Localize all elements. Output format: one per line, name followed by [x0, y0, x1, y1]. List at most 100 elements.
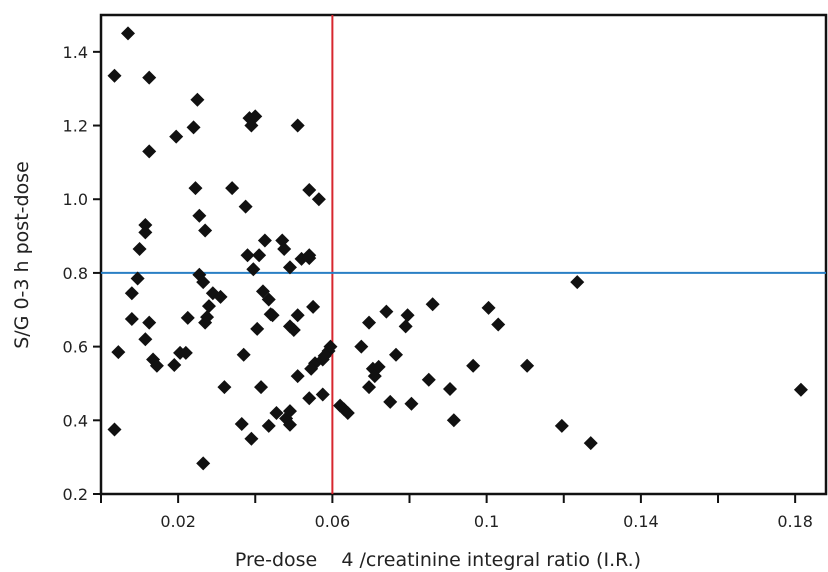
data-point: [425, 297, 440, 312]
data-point: [178, 345, 193, 360]
data-point: [124, 311, 139, 326]
data-point: [290, 308, 305, 323]
data-point: [793, 382, 808, 397]
data-point: [362, 315, 377, 330]
data-point: [269, 405, 284, 420]
data-point: [236, 347, 251, 362]
data-point: [302, 183, 317, 198]
x-tick-label: 0.02: [160, 512, 196, 531]
data-point: [142, 144, 157, 159]
data-point: [240, 248, 255, 263]
data-point: [354, 339, 369, 354]
data-point: [481, 300, 496, 315]
data-point: [248, 109, 263, 124]
data-point: [107, 422, 122, 437]
data-point: [383, 394, 398, 409]
y-tick-label: 0.8: [63, 264, 88, 283]
data-point: [371, 359, 386, 374]
y-tick-label: 0.6: [63, 338, 88, 357]
x-tick-label: 0.06: [315, 512, 351, 531]
data-point: [142, 70, 157, 85]
x-axis-label: Pre-dose 4 /creatinine integral ratio (I…: [235, 549, 641, 571]
data-point: [217, 380, 232, 395]
data-point: [257, 233, 272, 248]
data-point: [583, 436, 598, 451]
y-tick-label: 0.4: [63, 411, 88, 430]
data-point: [277, 241, 292, 256]
data-point: [138, 218, 153, 233]
data-point: [389, 347, 404, 362]
data-point: [244, 431, 259, 446]
data-point: [400, 308, 415, 323]
data-point: [362, 380, 377, 395]
y-tick-label: 1.4: [63, 43, 88, 62]
data-point: [340, 405, 355, 420]
data-point: [198, 223, 213, 238]
data-point: [213, 289, 228, 304]
data-point: [138, 225, 153, 240]
data-point: [107, 68, 122, 83]
data-point: [311, 192, 326, 207]
data-point: [323, 339, 338, 354]
data-point: [443, 381, 458, 396]
data-point: [379, 304, 394, 319]
y-tick-label: 1.2: [63, 117, 88, 136]
y-axis-label: S/G 0-3 h post-dose: [11, 161, 33, 349]
x-tick-label: 0.14: [623, 512, 659, 531]
data-point: [120, 26, 135, 41]
data-point: [261, 292, 276, 307]
data-point: [188, 181, 203, 196]
data-point: [234, 416, 249, 431]
data-point: [250, 321, 265, 336]
data-point: [282, 404, 297, 419]
plot-frame: [99, 13, 828, 496]
data-point: [466, 358, 481, 373]
data-point: [290, 369, 305, 384]
data-point: [138, 332, 153, 347]
y-tick-label: 0.2: [63, 485, 88, 504]
x-tick-label: 0.18: [777, 512, 813, 531]
data-point: [111, 345, 126, 360]
data-point: [180, 310, 195, 325]
data-point: [196, 456, 211, 471]
plot-area: 0.02 0.06 0.1 0.14 0.18 0.2 0.4 0.6 0.8 1.0 1.2 1.4: [63, 13, 828, 531]
data-point: [302, 251, 317, 266]
data-point: [186, 120, 201, 135]
data-point: [404, 396, 419, 411]
data-point: [304, 361, 319, 376]
data-point: [201, 299, 216, 314]
data-point: [302, 391, 317, 406]
y-tick-label: 1.0: [63, 190, 88, 209]
data-point: [265, 308, 280, 323]
data-point: [491, 317, 506, 332]
data-point: [198, 315, 213, 330]
data-point: [124, 286, 139, 301]
data-point: [190, 92, 205, 107]
data-point: [306, 299, 321, 314]
data-point: [142, 315, 157, 330]
data-point: [570, 275, 585, 290]
data-point: [169, 129, 184, 144]
data-point: [130, 271, 145, 286]
data-point: [398, 319, 413, 334]
data-point: [286, 323, 301, 338]
data-point: [246, 262, 261, 277]
data-point: [290, 118, 305, 133]
data-point: [254, 380, 269, 395]
data-point: [167, 358, 182, 373]
data-point: [421, 372, 436, 387]
data-point: [261, 418, 276, 433]
x-tick-label: 0.1: [474, 512, 499, 531]
data-point: [192, 208, 207, 223]
data-point: [315, 387, 330, 402]
data-point: [252, 248, 267, 263]
data-point: [554, 418, 569, 433]
data-point: [282, 260, 297, 275]
data-point: [446, 413, 461, 428]
data-point: [149, 358, 164, 373]
data-point: [225, 181, 240, 196]
data-point: [520, 358, 535, 373]
data-point: [196, 275, 211, 290]
data-point: [238, 199, 253, 214]
data-point: [132, 241, 147, 256]
